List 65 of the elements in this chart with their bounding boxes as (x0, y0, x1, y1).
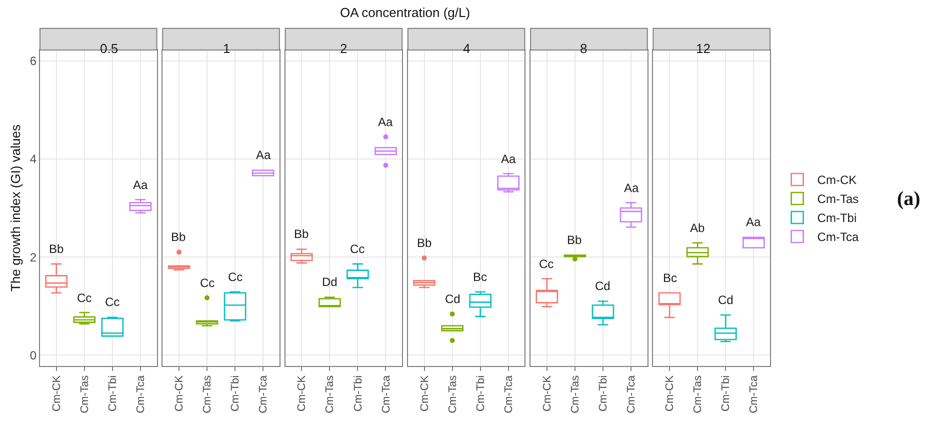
x-tick-label: Cm-Tas (446, 374, 459, 414)
chart-title: 1 (223, 41, 230, 56)
legend-label: Cm-Tca (817, 230, 859, 244)
y-tick-label: 4 (30, 152, 37, 166)
chart-title: 8 (580, 41, 588, 56)
x-tick-label: Cm-CK (664, 374, 676, 412)
chart-title: 0.5 (100, 41, 118, 56)
annotation: Bb (171, 230, 186, 244)
annotation: Cc (200, 276, 215, 290)
x-tick-label: Cm-Tca (748, 374, 760, 414)
text: (a) (897, 188, 920, 210)
annotation: Bb (567, 233, 582, 247)
x-tick-label: Cm-Tca (258, 374, 270, 414)
x-tick-label: Cm-Tca (135, 374, 148, 414)
legend-label: Cm-Tbi (817, 211, 857, 226)
annotation: Cc (228, 270, 243, 284)
x-tick-label: Cm-Tca (380, 374, 392, 414)
x-tick-label: Cm-CK (174, 374, 186, 412)
x-tick-label: Cm-Tbi (474, 375, 487, 412)
annotation: Cd (718, 293, 734, 307)
text: OA concentration (g/L) (340, 5, 470, 20)
annotation: Aa (378, 115, 394, 129)
y-tick-label: 2 (30, 250, 37, 264)
x-tick-label: Cm-Tas (692, 374, 704, 414)
x-tick-label: Cm-Tbi (720, 375, 732, 412)
x-tick-label: Cm-Tas (324, 374, 336, 414)
x-tick-label: Cm-Tca (626, 374, 638, 414)
annotation: Cc (77, 291, 92, 305)
y-tick-label: 6 (30, 54, 37, 68)
x-tick-label: Cm-Tas (570, 374, 582, 414)
x-tick-label: Cm-Tbi (230, 375, 242, 412)
y-tick-label: 0 (30, 348, 37, 362)
annotation: Bb (294, 227, 310, 241)
annotation: Dd (322, 275, 338, 289)
x-tick-label: Cm-Tca (502, 374, 515, 414)
annotation: Bc (473, 270, 488, 284)
annotation: Cc (105, 295, 120, 309)
x-tick-label: Cm-CK (418, 374, 431, 412)
annotation: Aa (133, 178, 148, 192)
annotation: Bc (663, 271, 678, 285)
annotation: Aa (501, 152, 516, 166)
x-tick-label: Cm-CK (50, 374, 63, 412)
x-tick-label: Cm-Tas (202, 374, 214, 414)
chart-title: 12 (696, 41, 710, 56)
annotation: Cd (445, 292, 460, 306)
x-tick-label: Cm-Tbi (598, 375, 610, 412)
annotation: Cc (539, 257, 554, 271)
annotation: Cd (595, 279, 610, 293)
x-tick-label: Cm-Tas (78, 374, 91, 414)
annotation: Aa (624, 181, 640, 195)
annotation: Aa (256, 148, 272, 162)
x-tick-label: Cm-CK (296, 374, 308, 412)
x-tick-label: Cm-Tbi (352, 375, 364, 412)
annotation: Aa (746, 215, 762, 229)
annotation: Bb (49, 242, 64, 256)
chart-title: 4 (463, 41, 470, 56)
x-tick-label: Cm-CK (541, 374, 554, 412)
annotation: Ab (690, 221, 706, 235)
annotation: Cc (350, 242, 365, 256)
y-axis-title: The growth index (GI) values (8, 124, 23, 292)
legend-label: Cm-CK (817, 173, 857, 188)
x-tick-label: Cm-Tbi (106, 375, 119, 412)
legend-label: Cm-Tas (817, 192, 859, 206)
annotation: Bb (417, 236, 432, 250)
chart-title: 2 (340, 41, 348, 56)
